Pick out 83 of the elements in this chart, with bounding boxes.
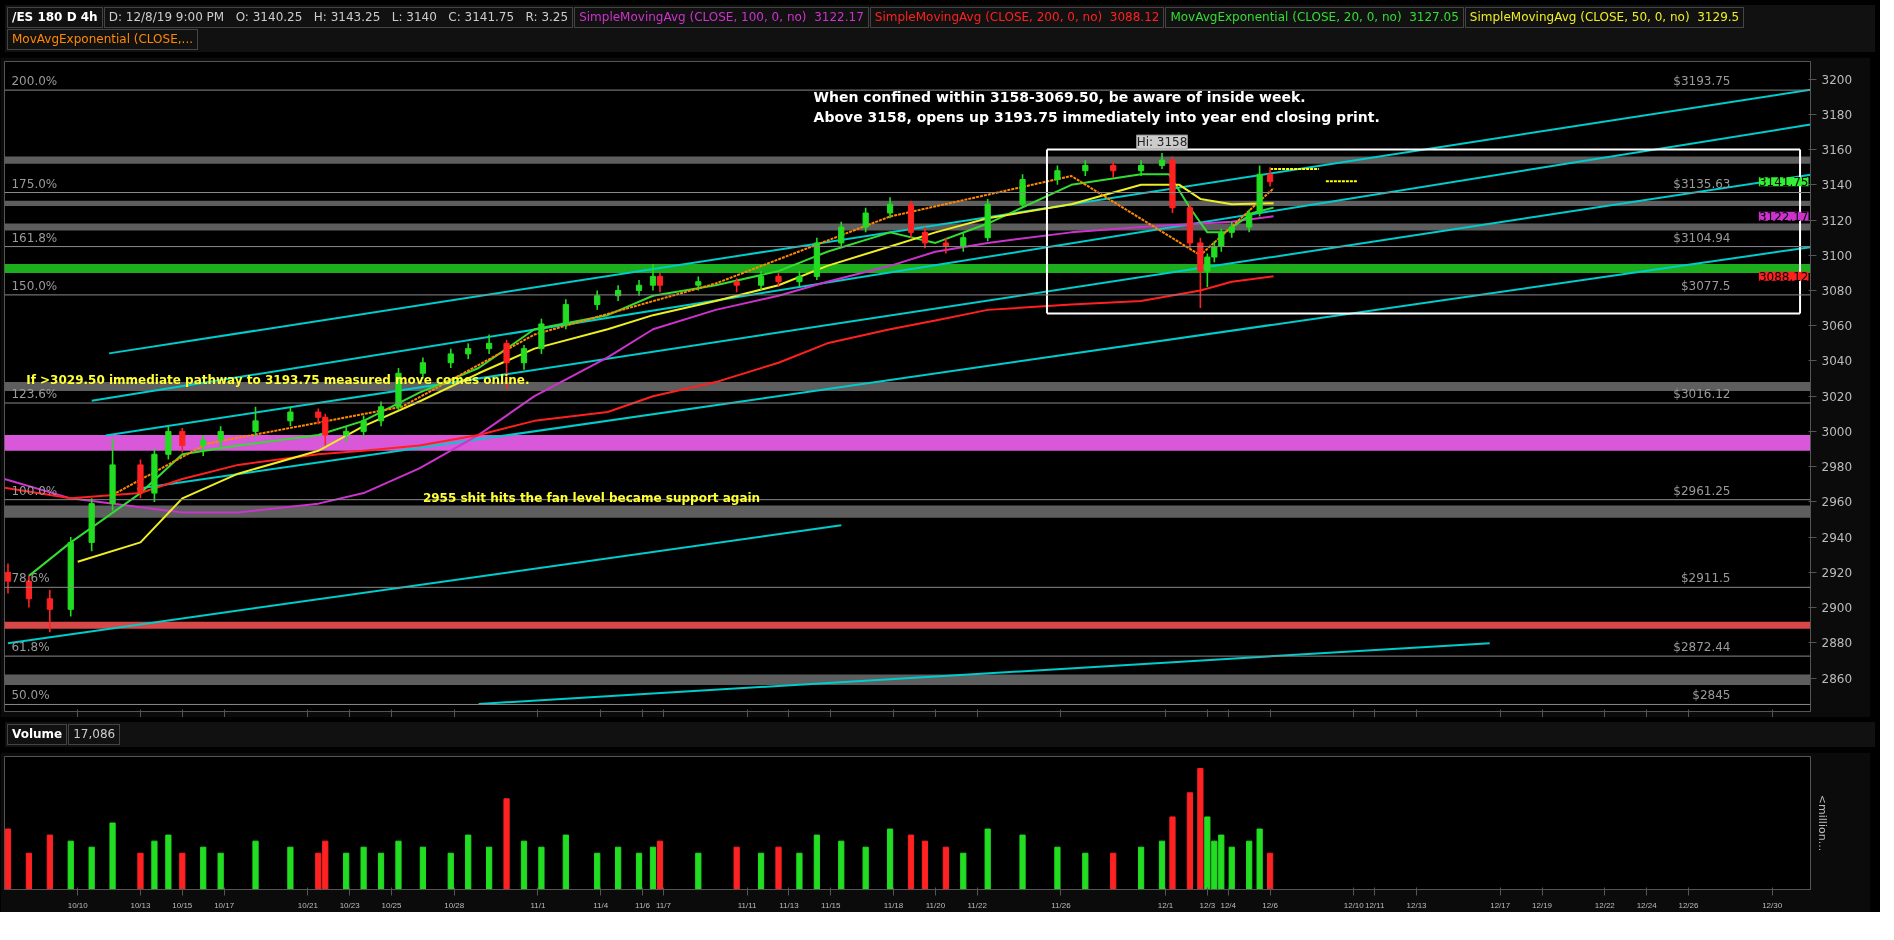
ref-line-label: $3077.5 [1680, 279, 1731, 294]
annotation: 175.0% [11, 176, 58, 191]
y-tick-label: 2980 [1821, 460, 1853, 475]
annotation: 150.0% [11, 279, 58, 294]
x-tick-label: 12/1 [1157, 900, 1174, 910]
y-axis-title: <million... [1815, 795, 1829, 852]
y-tick-label: 2940 [1821, 530, 1853, 545]
annotation: Hi: 3158 [1136, 135, 1188, 150]
annotation: 161.8% [11, 230, 58, 245]
x-tick-label: 11/20 [925, 900, 946, 910]
ref-line-label: $3193.75 [1673, 74, 1731, 89]
y-tick-label: 3080 [1821, 284, 1853, 299]
x-tick-label: 11/22 [967, 900, 988, 910]
y-tick-label: 3020 [1821, 389, 1853, 404]
ref-line-label: $2872.44 [1673, 640, 1731, 655]
text: MovAvgExponential (CLOSE, 20, 0, no) 3127.05 [1165, 7, 1464, 29]
chart-subtitle: D: 12/8/19 9:00 PM O: 3140.25 H: 3143.25 L: 3140 C: 3141.75 R: 3.25 [103, 7, 574, 29]
annotation: 3122.17 [1758, 210, 1809, 224]
x-tick-label: 12/4 [1220, 900, 1237, 910]
x-tick-label: 11/26 [1051, 900, 1072, 910]
x-tick-label: 11/6 [635, 900, 651, 910]
y-tick-label: 2880 [1821, 636, 1853, 651]
annotation: 2955 shit hits the fan level became support again [422, 491, 761, 506]
x-tick-label: 10/28 [444, 900, 465, 910]
x-tick-label: 10/17 [214, 900, 235, 910]
y-tick-label: 3160 [1821, 143, 1853, 158]
ref-line-label: $2961.25 [1673, 483, 1731, 498]
y-tick-label: 3000 [1821, 425, 1853, 440]
annotation: When confined within 3158-3069.50, be aware of inside week. [813, 89, 1306, 106]
annotation: 61.8% [11, 640, 50, 655]
text: SimpleMovingAvg (CLOSE, 200, 0, no) 3088.12 [869, 7, 1165, 29]
x-tick-label: 10/10 [67, 900, 89, 910]
y-tick-label: 2920 [1821, 566, 1853, 581]
x-tick-label: 12/10 [1343, 900, 1365, 910]
chart-title: /ES 180 D 4h [7, 7, 103, 29]
x-tick-label: 10/21 [297, 900, 319, 910]
x-tick-label: 12/17 [1490, 900, 1511, 910]
annotation: 200.0% [11, 74, 58, 89]
x-tick-label: 12/24 [1636, 900, 1658, 910]
y-tick-label: 2860 [1821, 671, 1853, 686]
y-tick-label: 3140 [1821, 178, 1853, 193]
x-tick-label: 12/13 [1406, 900, 1428, 910]
x-tick-label: 11/13 [779, 900, 800, 910]
x-tick-label: 12/3 [1199, 900, 1216, 910]
x-tick-label: 12/11 [1364, 900, 1385, 910]
x-tick-label: 10/15 [172, 900, 193, 910]
ref-line-label: $2845 [1692, 688, 1731, 703]
x-tick-label: 12/22 [1594, 900, 1616, 910]
y-tick-label: 3120 [1821, 213, 1853, 228]
x-tick-label: 11/15 [821, 900, 842, 910]
ref-line-label: $3104.94 [1673, 230, 1731, 245]
chart-subtitle: 17,086 [68, 724, 121, 746]
x-tick-label: 12/26 [1678, 900, 1700, 910]
chart-title: Volume [7, 724, 68, 746]
y-tick-label: 3100 [1821, 249, 1853, 264]
x-tick-label: 11/4 [593, 900, 609, 910]
y-tick-label: 2900 [1821, 601, 1853, 616]
text: SimpleMovingAvg (CLOSE, 100, 0, no) 3122.17 [574, 7, 869, 29]
x-tick-label: 11/7 [655, 900, 672, 910]
ref-line-label: $3135.63 [1673, 176, 1731, 191]
x-tick-label: 12/30 [1762, 900, 1783, 910]
y-tick-label: 3180 [1821, 108, 1853, 123]
annotation: 123.6% [11, 387, 58, 402]
x-tick-label: 12/19 [1532, 900, 1553, 910]
text: MovAvgExponential (CLOSE,... [7, 29, 199, 51]
y-tick-label: 3200 [1821, 72, 1853, 87]
annotation: Above 3158, opens up 3193.75 immediately into year end closing print. [813, 109, 1380, 126]
y-tick-label: 3060 [1821, 319, 1853, 334]
annotation: 3141.75 [1758, 175, 1809, 190]
y-tick-label: 2960 [1821, 495, 1853, 510]
ref-line-label: $2911.5 [1680, 571, 1731, 586]
annotation: 3088.12 [1758, 269, 1809, 284]
x-tick-label: 10/25 [381, 900, 403, 910]
y-tick-label: 3040 [1821, 354, 1853, 369]
x-tick-label: 10/13 [130, 900, 152, 910]
annotation: 50.0% [11, 688, 50, 703]
x-tick-label: 11/11 [737, 900, 758, 910]
x-tick-label: 10/23 [339, 900, 361, 910]
x-tick-label: 11/1 [530, 900, 546, 910]
text: SimpleMovingAvg (CLOSE, 50, 0, no) 3129.5 [1464, 7, 1745, 29]
ref-line-label: $3016.12 [1673, 387, 1731, 402]
x-tick-label: 12/6 [1262, 900, 1279, 910]
x-tick-label: 11/18 [883, 900, 904, 910]
